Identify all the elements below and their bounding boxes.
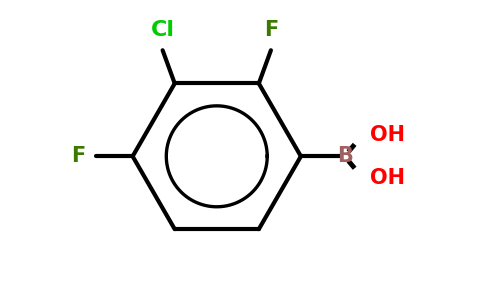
Text: Cl: Cl bbox=[151, 20, 175, 40]
Text: B: B bbox=[337, 146, 352, 166]
Text: OH: OH bbox=[370, 168, 405, 188]
Text: F: F bbox=[264, 20, 278, 40]
Text: F: F bbox=[71, 146, 86, 166]
Text: OH: OH bbox=[370, 125, 405, 145]
